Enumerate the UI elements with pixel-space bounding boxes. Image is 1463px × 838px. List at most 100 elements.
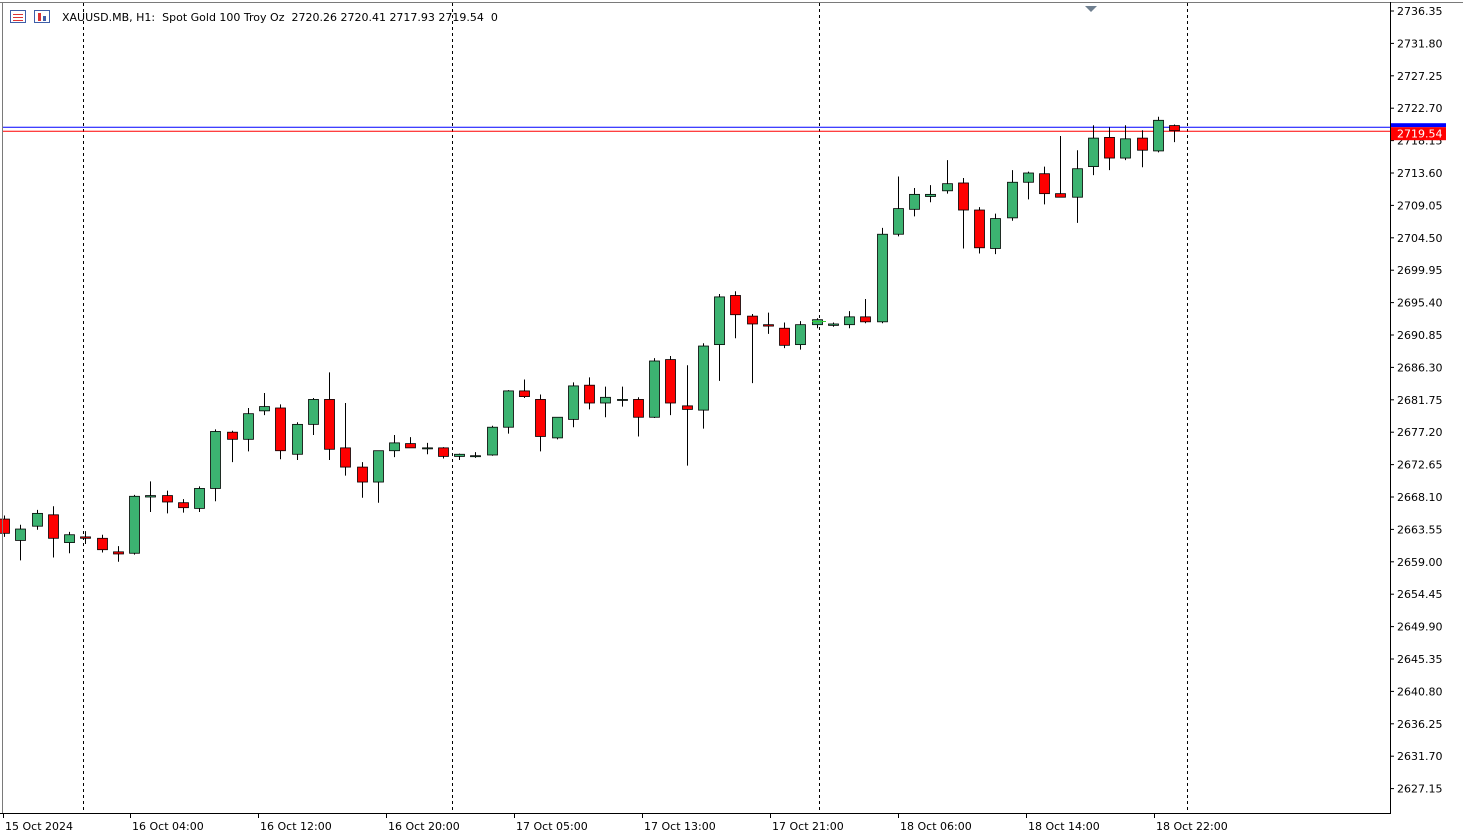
bear-candle-body (958, 182, 969, 211)
price-label: 2695.40 (1397, 297, 1443, 310)
candle-57 (925, 185, 936, 203)
bull-candle-body (698, 345, 709, 411)
candle-35 (568, 382, 579, 428)
candle-72 (1169, 124, 1180, 143)
price-label: 2681.75 (1397, 394, 1443, 407)
bull-candle-body (15, 528, 26, 541)
bear-candle-body (113, 551, 124, 555)
candle-14 (227, 430, 238, 463)
bull-candle-body (292, 423, 303, 455)
candle-33 (535, 394, 546, 452)
price-label: 2686.30 (1397, 361, 1443, 374)
bull-candle-body (552, 416, 563, 439)
bull-candle-body (568, 385, 579, 420)
candle-21 (340, 403, 351, 476)
candle-7 (113, 546, 124, 562)
bull-candle-body (828, 323, 839, 326)
candle-53 (860, 299, 871, 324)
bull-candle-body (194, 488, 205, 509)
bear-candle-body (48, 514, 59, 539)
price-label: 2709.05 (1397, 199, 1443, 212)
bull-candle-body (1023, 172, 1034, 183)
bull-candle-body (617, 399, 628, 401)
bear-candle-body (730, 295, 741, 316)
bear-candle-body (340, 447, 351, 468)
bear-candle-body (162, 495, 173, 503)
bull-candle-body (877, 233, 888, 323)
chart-markers (812, 6, 1097, 322)
bull-candle-body (64, 534, 75, 543)
bull-candle-body (454, 453, 465, 457)
time-axis[interactable]: 15 Oct 2024 16 Oct 04:00 16 Oct 12:00 16 Oc… (3, 813, 1228, 833)
price-label: 2627.15 (1397, 783, 1443, 796)
bull-candle-body (1120, 138, 1131, 159)
candle-5 (80, 531, 91, 544)
candle-27 (438, 447, 449, 459)
candle-13 (210, 429, 221, 502)
candle-24 (389, 435, 400, 458)
tick-volume: 0 (490, 11, 498, 24)
symbol-description: Spot Gold 100 Troy Oz (162, 11, 285, 24)
price-axis[interactable]: 2736.352731.802727.252722.702718.152713.… (1390, 5, 1446, 796)
candle-45 (730, 291, 741, 339)
candle-23 (373, 450, 384, 503)
candle-49 (795, 321, 806, 350)
bull-candle-body (795, 324, 806, 346)
candle-31 (503, 390, 514, 434)
bull-candle-body (909, 193, 920, 210)
candle-20 (324, 372, 335, 460)
candle-70 (1137, 130, 1148, 168)
bull-candle-body (1072, 168, 1083, 198)
bear-candle-body (80, 536, 91, 539)
one-click-trading-icon[interactable] (34, 10, 50, 23)
bear-candle-body (633, 399, 644, 418)
candle-12 (194, 486, 205, 512)
bear-candle-body (405, 443, 416, 449)
candle-37 (600, 386, 611, 418)
current-price-label: 2719.54 (1397, 128, 1443, 141)
candle-68 (1104, 127, 1115, 171)
bear-candle-body (324, 399, 335, 450)
chart-frame (0, 2, 1463, 814)
bull-candle-body (1153, 119, 1164, 152)
price-label: 2704.50 (1397, 232, 1443, 245)
price-label: 2731.80 (1397, 37, 1443, 50)
candle-64 (1039, 166, 1050, 205)
candle-11 (178, 499, 189, 513)
bull-candle-body (373, 450, 384, 483)
candle-69 (1120, 125, 1131, 161)
price-label: 2654.45 (1397, 588, 1443, 601)
bear-candle-body (974, 209, 985, 249)
candle-63 (1023, 171, 1034, 200)
candle-19 (308, 398, 319, 436)
bear-candle-body (0, 518, 10, 534)
candle-22 (357, 462, 368, 498)
candle-32 (519, 379, 530, 399)
candle-17 (275, 404, 286, 460)
bull-candle-body (503, 390, 514, 428)
candle-18 (292, 422, 303, 460)
candle-29 (470, 452, 481, 458)
candle-28 (454, 453, 465, 460)
bull-candle-body (990, 218, 1001, 249)
candle-66 (1072, 150, 1083, 223)
price-label: 2663.55 (1397, 523, 1443, 536)
candle-47 (763, 312, 774, 334)
chart-header: XAUUSD.MB, H1: Spot Gold 100 Troy Oz 272… (62, 11, 498, 24)
period-separators (83, 3, 1188, 813)
bull-candle-body (600, 396, 611, 404)
bull-candle-body (389, 442, 400, 452)
current-price-tag (1391, 127, 1446, 141)
bear-candle-body (665, 359, 676, 404)
candle-51 (828, 322, 839, 327)
trade-list-icon[interactable] (10, 10, 26, 23)
candle-59 (958, 177, 969, 249)
time-label: 16 Oct 04:00 (132, 820, 204, 833)
chart-shift-marker (1085, 6, 1097, 12)
candle-52 (844, 311, 855, 329)
time-label: 17 Oct 13:00 (644, 820, 716, 833)
bull-candle-body (487, 426, 498, 456)
time-label: 18 Oct 06:00 (900, 820, 972, 833)
